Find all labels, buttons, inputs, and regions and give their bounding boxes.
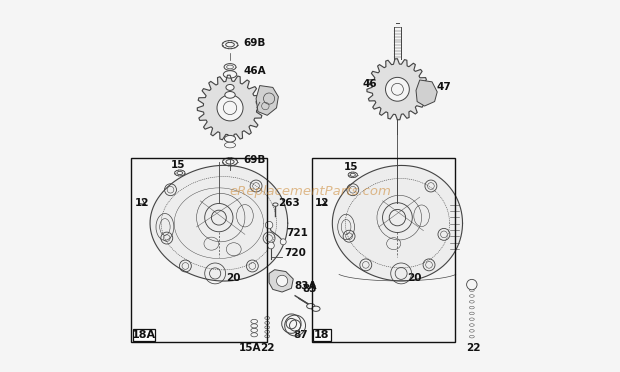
Ellipse shape — [469, 324, 474, 326]
Ellipse shape — [251, 319, 257, 323]
Text: 22: 22 — [466, 343, 481, 353]
Ellipse shape — [265, 321, 270, 324]
Ellipse shape — [469, 336, 474, 338]
Circle shape — [386, 77, 409, 101]
Ellipse shape — [348, 172, 357, 177]
Circle shape — [280, 239, 286, 245]
Text: 12: 12 — [135, 198, 149, 208]
Polygon shape — [367, 59, 428, 120]
Ellipse shape — [224, 142, 236, 148]
Ellipse shape — [469, 312, 474, 315]
Text: eReplacementParts.com: eReplacementParts.com — [229, 185, 391, 198]
Text: 721: 721 — [286, 228, 308, 237]
Text: 46A: 46A — [243, 66, 265, 76]
Ellipse shape — [469, 330, 474, 332]
Ellipse shape — [224, 64, 236, 70]
Circle shape — [277, 275, 288, 286]
Polygon shape — [150, 166, 288, 281]
Ellipse shape — [223, 158, 237, 166]
Text: 15: 15 — [170, 160, 185, 170]
Ellipse shape — [469, 289, 474, 292]
Ellipse shape — [307, 304, 315, 309]
Text: 18: 18 — [314, 330, 330, 340]
Ellipse shape — [222, 41, 238, 49]
Ellipse shape — [225, 92, 235, 98]
FancyBboxPatch shape — [313, 329, 331, 341]
Ellipse shape — [265, 335, 270, 338]
Ellipse shape — [251, 324, 257, 328]
Polygon shape — [256, 86, 278, 115]
Polygon shape — [269, 270, 293, 292]
Polygon shape — [332, 166, 463, 281]
Circle shape — [217, 95, 243, 121]
Text: 15A: 15A — [239, 343, 262, 353]
Polygon shape — [197, 75, 263, 141]
Ellipse shape — [273, 203, 278, 206]
Ellipse shape — [469, 295, 474, 297]
Ellipse shape — [226, 84, 234, 90]
Ellipse shape — [469, 306, 474, 309]
Bar — [131, 158, 267, 342]
Text: 87: 87 — [293, 330, 308, 340]
Text: 69B: 69B — [243, 38, 265, 48]
Circle shape — [467, 279, 477, 290]
Ellipse shape — [469, 318, 474, 321]
Ellipse shape — [251, 333, 257, 337]
Ellipse shape — [469, 301, 474, 303]
Text: 263: 263 — [278, 198, 300, 208]
Text: 83A: 83A — [294, 282, 316, 291]
Text: 720: 720 — [285, 248, 306, 258]
Text: 69B: 69B — [243, 155, 265, 165]
Text: 18A: 18A — [131, 330, 156, 340]
Text: 46: 46 — [362, 79, 377, 89]
Ellipse shape — [312, 306, 320, 311]
Text: 20: 20 — [226, 273, 241, 283]
Circle shape — [268, 242, 274, 249]
Ellipse shape — [265, 317, 270, 320]
Ellipse shape — [265, 326, 270, 329]
Text: 47: 47 — [436, 83, 451, 92]
Text: 22: 22 — [260, 343, 275, 353]
Ellipse shape — [265, 330, 270, 333]
Ellipse shape — [175, 170, 185, 176]
Text: 20: 20 — [407, 273, 421, 283]
Polygon shape — [416, 80, 437, 106]
Bar — [312, 158, 455, 342]
Text: 83: 83 — [303, 284, 317, 294]
Ellipse shape — [251, 328, 257, 333]
Text: 12: 12 — [315, 198, 329, 208]
Circle shape — [265, 221, 273, 229]
Text: 15: 15 — [343, 162, 358, 171]
Ellipse shape — [224, 135, 236, 142]
FancyBboxPatch shape — [133, 329, 154, 341]
Ellipse shape — [223, 71, 237, 78]
